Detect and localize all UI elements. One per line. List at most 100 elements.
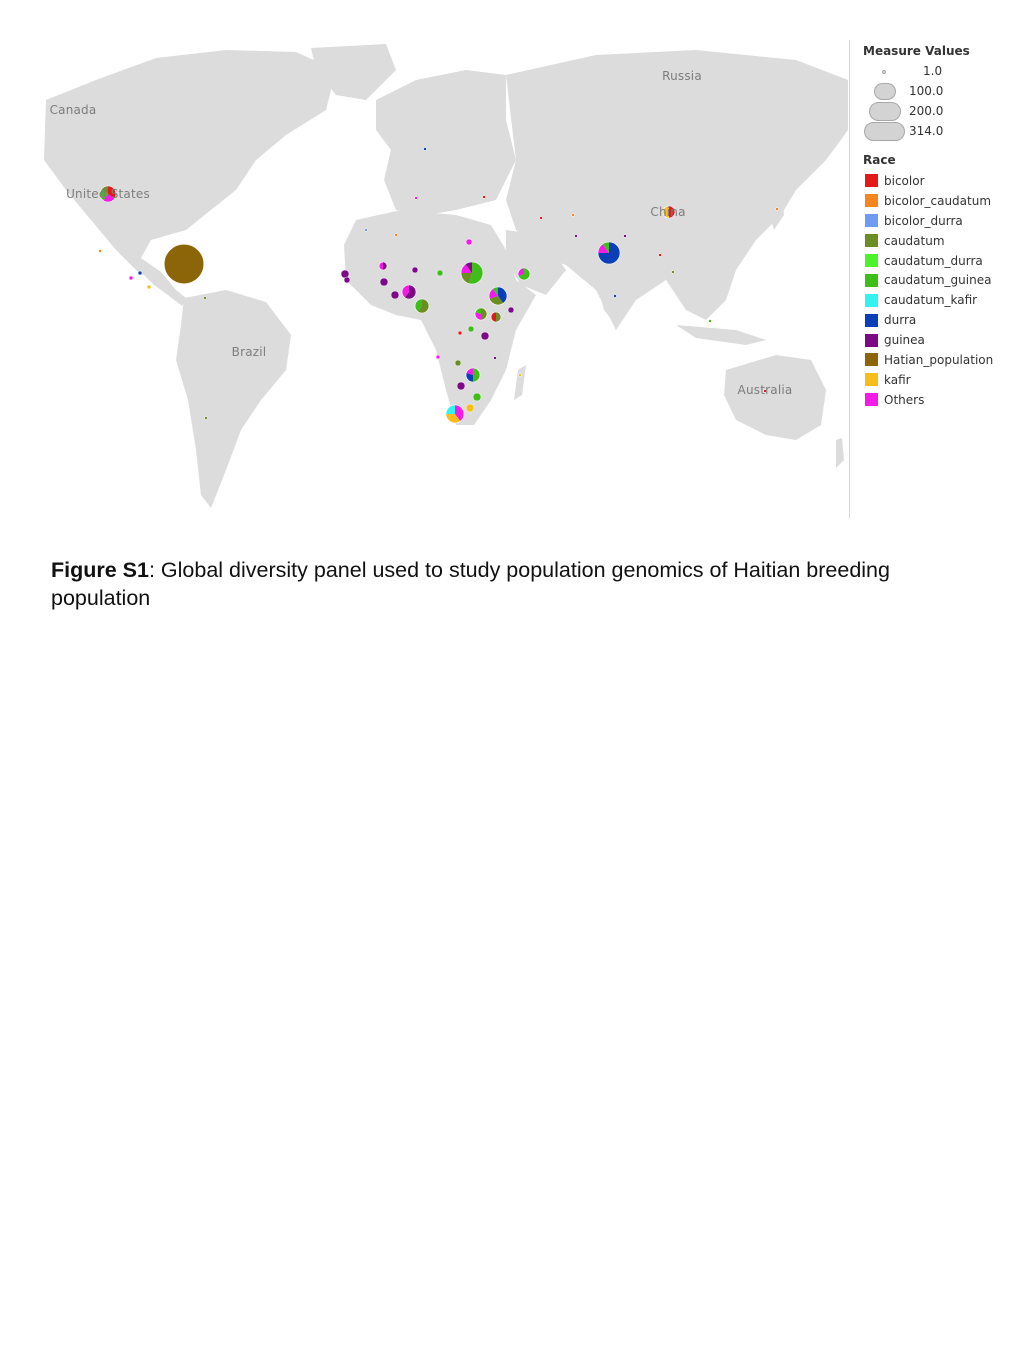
pie-marker[interactable] [539, 216, 543, 220]
pie-slice [473, 368, 480, 382]
race-swatch [865, 313, 878, 327]
pie-marker[interactable] [467, 325, 475, 333]
pie-marker[interactable] [472, 392, 482, 402]
pie-marker[interactable] [488, 286, 508, 306]
label-united-states: United States [66, 187, 150, 201]
pie-marker[interactable] [574, 234, 578, 238]
pie-marker[interactable] [474, 307, 488, 321]
pie-marker[interactable] [128, 275, 134, 281]
pie-slice [491, 312, 496, 322]
race-legend-item[interactable]: bicolor [863, 171, 1023, 191]
pie-marker[interactable] [435, 354, 441, 360]
world-map[interactable]: Canada Russia United States China Brazil… [36, 40, 851, 518]
pie-slice [446, 405, 455, 414]
race-legend-item[interactable]: bicolor_durra [863, 211, 1023, 231]
pie-slice [475, 312, 481, 321]
map-canvas [44, 44, 848, 508]
pie-marker[interactable] [613, 294, 617, 298]
race-swatch [865, 174, 878, 188]
pie-marker[interactable] [343, 276, 351, 284]
pie-slice [401, 285, 409, 298]
pie-marker[interactable] [414, 298, 430, 314]
pie-slice [465, 262, 472, 273]
pie-marker[interactable] [456, 381, 466, 391]
race-legend-item[interactable]: guinea [863, 330, 1023, 350]
race-legend-item[interactable]: caudatum_guinea [863, 270, 1023, 290]
pie-marker[interactable] [340, 269, 350, 279]
pie-marker[interactable] [364, 228, 368, 232]
pie-marker[interactable] [98, 249, 102, 253]
size-legend-item: 100.0 [863, 82, 1023, 102]
land-uk [388, 110, 398, 138]
pie-slice [518, 268, 524, 276]
pie-marker[interactable] [457, 330, 463, 336]
pie-marker[interactable] [708, 319, 712, 323]
pie-marker[interactable] [507, 306, 515, 314]
race-swatch [865, 214, 878, 228]
pie-marker[interactable] [379, 277, 389, 287]
pie-slice [481, 308, 487, 320]
pie-marker[interactable] [204, 416, 208, 420]
pie-slice [461, 264, 472, 273]
race-legend-item[interactable]: caudatum [863, 231, 1023, 251]
pie-marker[interactable] [465, 238, 473, 246]
pie-marker[interactable] [490, 311, 502, 323]
pie-marker[interactable] [146, 284, 152, 290]
pie-marker[interactable] [99, 185, 117, 203]
pie-marker[interactable] [445, 404, 465, 424]
pie-marker[interactable] [671, 270, 675, 274]
caption-label: Figure S1 [51, 558, 149, 582]
pie-marker[interactable] [658, 253, 662, 257]
land-indonesia [676, 325, 766, 345]
race-legend-item[interactable]: durra [863, 310, 1023, 330]
race-legend-item[interactable]: caudatum_kafir [863, 290, 1023, 310]
pie-marker[interactable] [662, 205, 676, 219]
pie-marker[interactable] [465, 403, 475, 413]
land-south-america [176, 290, 291, 508]
race-label: bicolor [884, 173, 925, 188]
pie-marker[interactable] [763, 389, 767, 393]
pie-marker[interactable] [394, 233, 398, 237]
pie-slice [415, 299, 422, 312]
race-legend-item[interactable]: Hatian_population [863, 350, 1023, 370]
land-north-america [44, 50, 336, 275]
land-australia [724, 355, 826, 440]
pie-outline [465, 367, 481, 383]
pie-marker[interactable] [411, 266, 419, 274]
race-swatch [865, 273, 878, 287]
land-madagascar [514, 365, 526, 400]
pie-marker[interactable] [203, 296, 207, 300]
pie-marker[interactable] [775, 207, 779, 211]
pie-marker[interactable] [163, 243, 205, 285]
race-swatch [865, 293, 878, 307]
pie-marker[interactable] [571, 213, 575, 217]
pie-outline [378, 261, 388, 271]
pie-marker[interactable] [518, 373, 522, 377]
race-legend-item[interactable]: caudatum_durra [863, 251, 1023, 271]
pie-marker[interactable] [482, 195, 486, 199]
pie-marker[interactable] [623, 234, 627, 238]
pie-marker[interactable] [414, 196, 418, 200]
pie-slice [475, 308, 481, 314]
pie-marker[interactable] [517, 267, 531, 281]
pie-slice [498, 287, 508, 304]
pie-outline [517, 267, 531, 281]
pie-marker[interactable] [465, 367, 481, 383]
pie-marker[interactable] [401, 284, 417, 300]
pie-marker[interactable] [390, 290, 400, 300]
race-legend-item[interactable]: Others [863, 390, 1023, 410]
pie-marker[interactable] [378, 261, 388, 271]
land-central-america [141, 272, 186, 306]
pie-marker[interactable] [436, 269, 444, 277]
pie-outline [99, 185, 117, 203]
pie-marker[interactable] [493, 356, 497, 360]
pie-marker[interactable] [460, 261, 484, 285]
pie-marker[interactable] [480, 331, 490, 341]
race-legend-item[interactable]: bicolor_caudatum [863, 191, 1023, 211]
pie-marker[interactable] [423, 147, 427, 151]
pie-marker[interactable] [137, 270, 143, 276]
race-legend-item[interactable]: kafir [863, 370, 1023, 390]
pie-marker[interactable] [454, 359, 462, 367]
pie-slice [663, 206, 669, 218]
pie-marker[interactable] [597, 241, 621, 265]
